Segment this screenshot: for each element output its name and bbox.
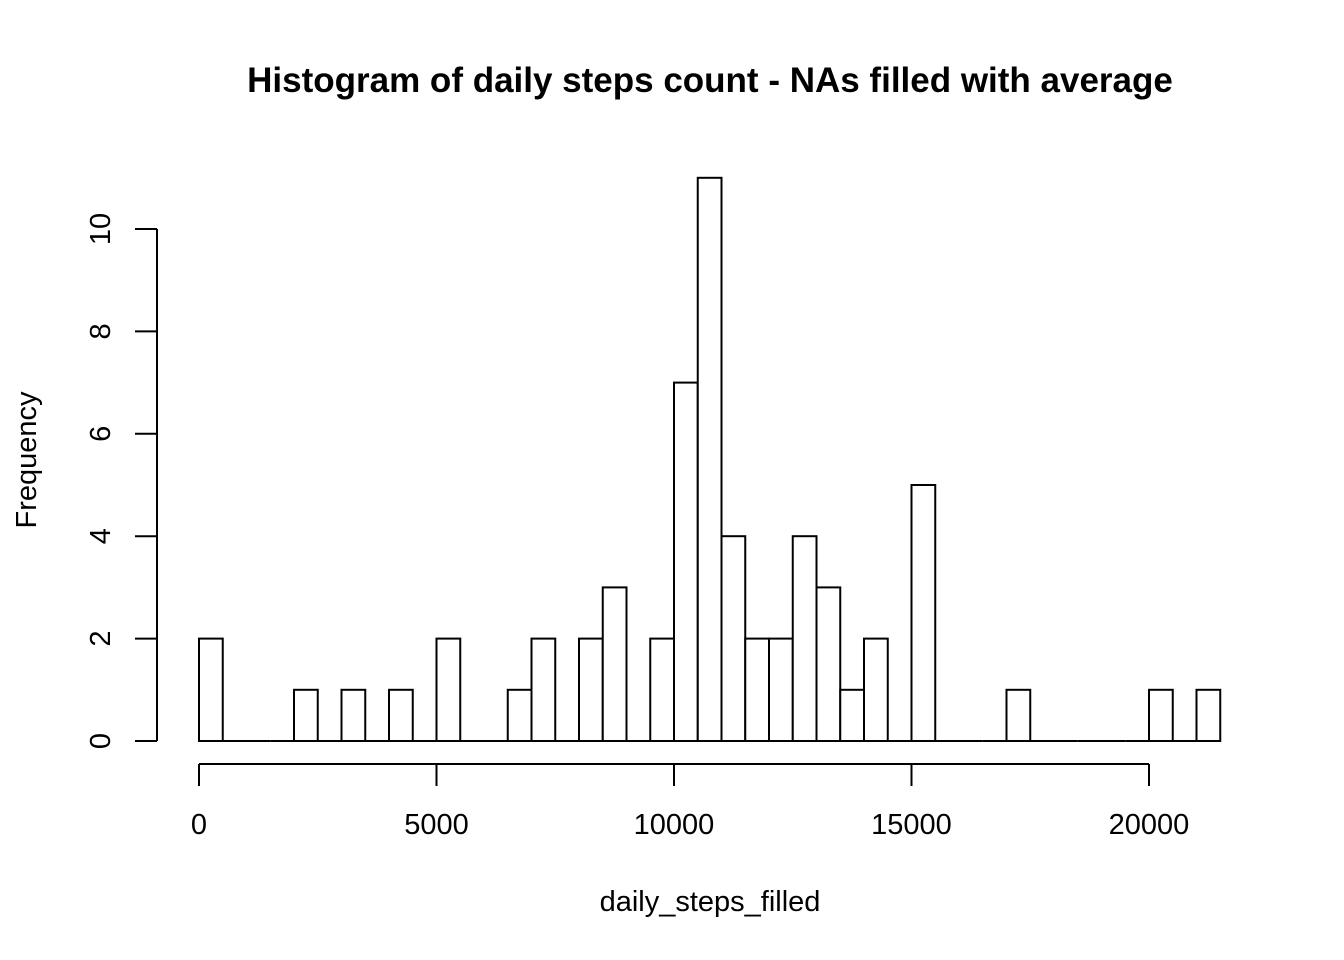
histogram-bar [744, 637, 770, 742]
histogram-bar [388, 688, 414, 742]
y-tick-label: 4 [85, 528, 117, 544]
x-tick-label: 15000 [871, 809, 952, 841]
histogram-bar [768, 637, 794, 742]
histogram-bar [435, 637, 462, 742]
chart-title: Histogram of daily steps count - NAs fil… [247, 61, 1173, 100]
histogram-bar [293, 688, 319, 742]
histogram-bar [601, 586, 628, 743]
histogram-bar [198, 637, 224, 742]
histogram-bar [910, 484, 937, 742]
y-tick-label: 8 [85, 323, 117, 339]
histogram-bar [340, 688, 367, 742]
bars-group [198, 176, 1222, 743]
histogram-bar [863, 637, 889, 742]
histogram-bar [530, 637, 557, 742]
y-tick-label: 2 [85, 631, 117, 647]
x-tick-label: 10000 [634, 809, 715, 841]
histogram-bar [1005, 688, 1032, 742]
x-ticks: 0 5000 10000 15000 20000 [191, 764, 1189, 841]
histogram-bar [1148, 688, 1174, 742]
y-axis-label: Frequency [11, 391, 43, 529]
histogram-bar [839, 688, 865, 742]
histogram-bar [673, 381, 699, 742]
y-axis: 0 2 4 6 8 10 [85, 213, 158, 749]
histogram-bar [720, 535, 747, 743]
histogram-bar [506, 688, 533, 742]
histogram-bar [791, 535, 818, 743]
x-tick-label: 0 [191, 809, 207, 841]
y-ticks: 0 2 4 6 8 10 [85, 213, 157, 749]
histogram-bar [815, 586, 842, 743]
x-tick-label: 20000 [1109, 809, 1190, 841]
y-tick-label: 10 [85, 213, 117, 245]
y-tick-label: 6 [85, 426, 117, 442]
histogram-bar [1195, 688, 1222, 742]
x-axis: 0 5000 10000 15000 20000 [191, 763, 1189, 841]
x-tick-label: 5000 [404, 809, 469, 841]
histogram-bar [649, 637, 675, 742]
histogram-bar [578, 637, 604, 742]
y-tick-label: 0 [85, 733, 117, 749]
histogram-bar [696, 176, 723, 743]
x-axis-label: daily_steps_filled [600, 886, 821, 918]
